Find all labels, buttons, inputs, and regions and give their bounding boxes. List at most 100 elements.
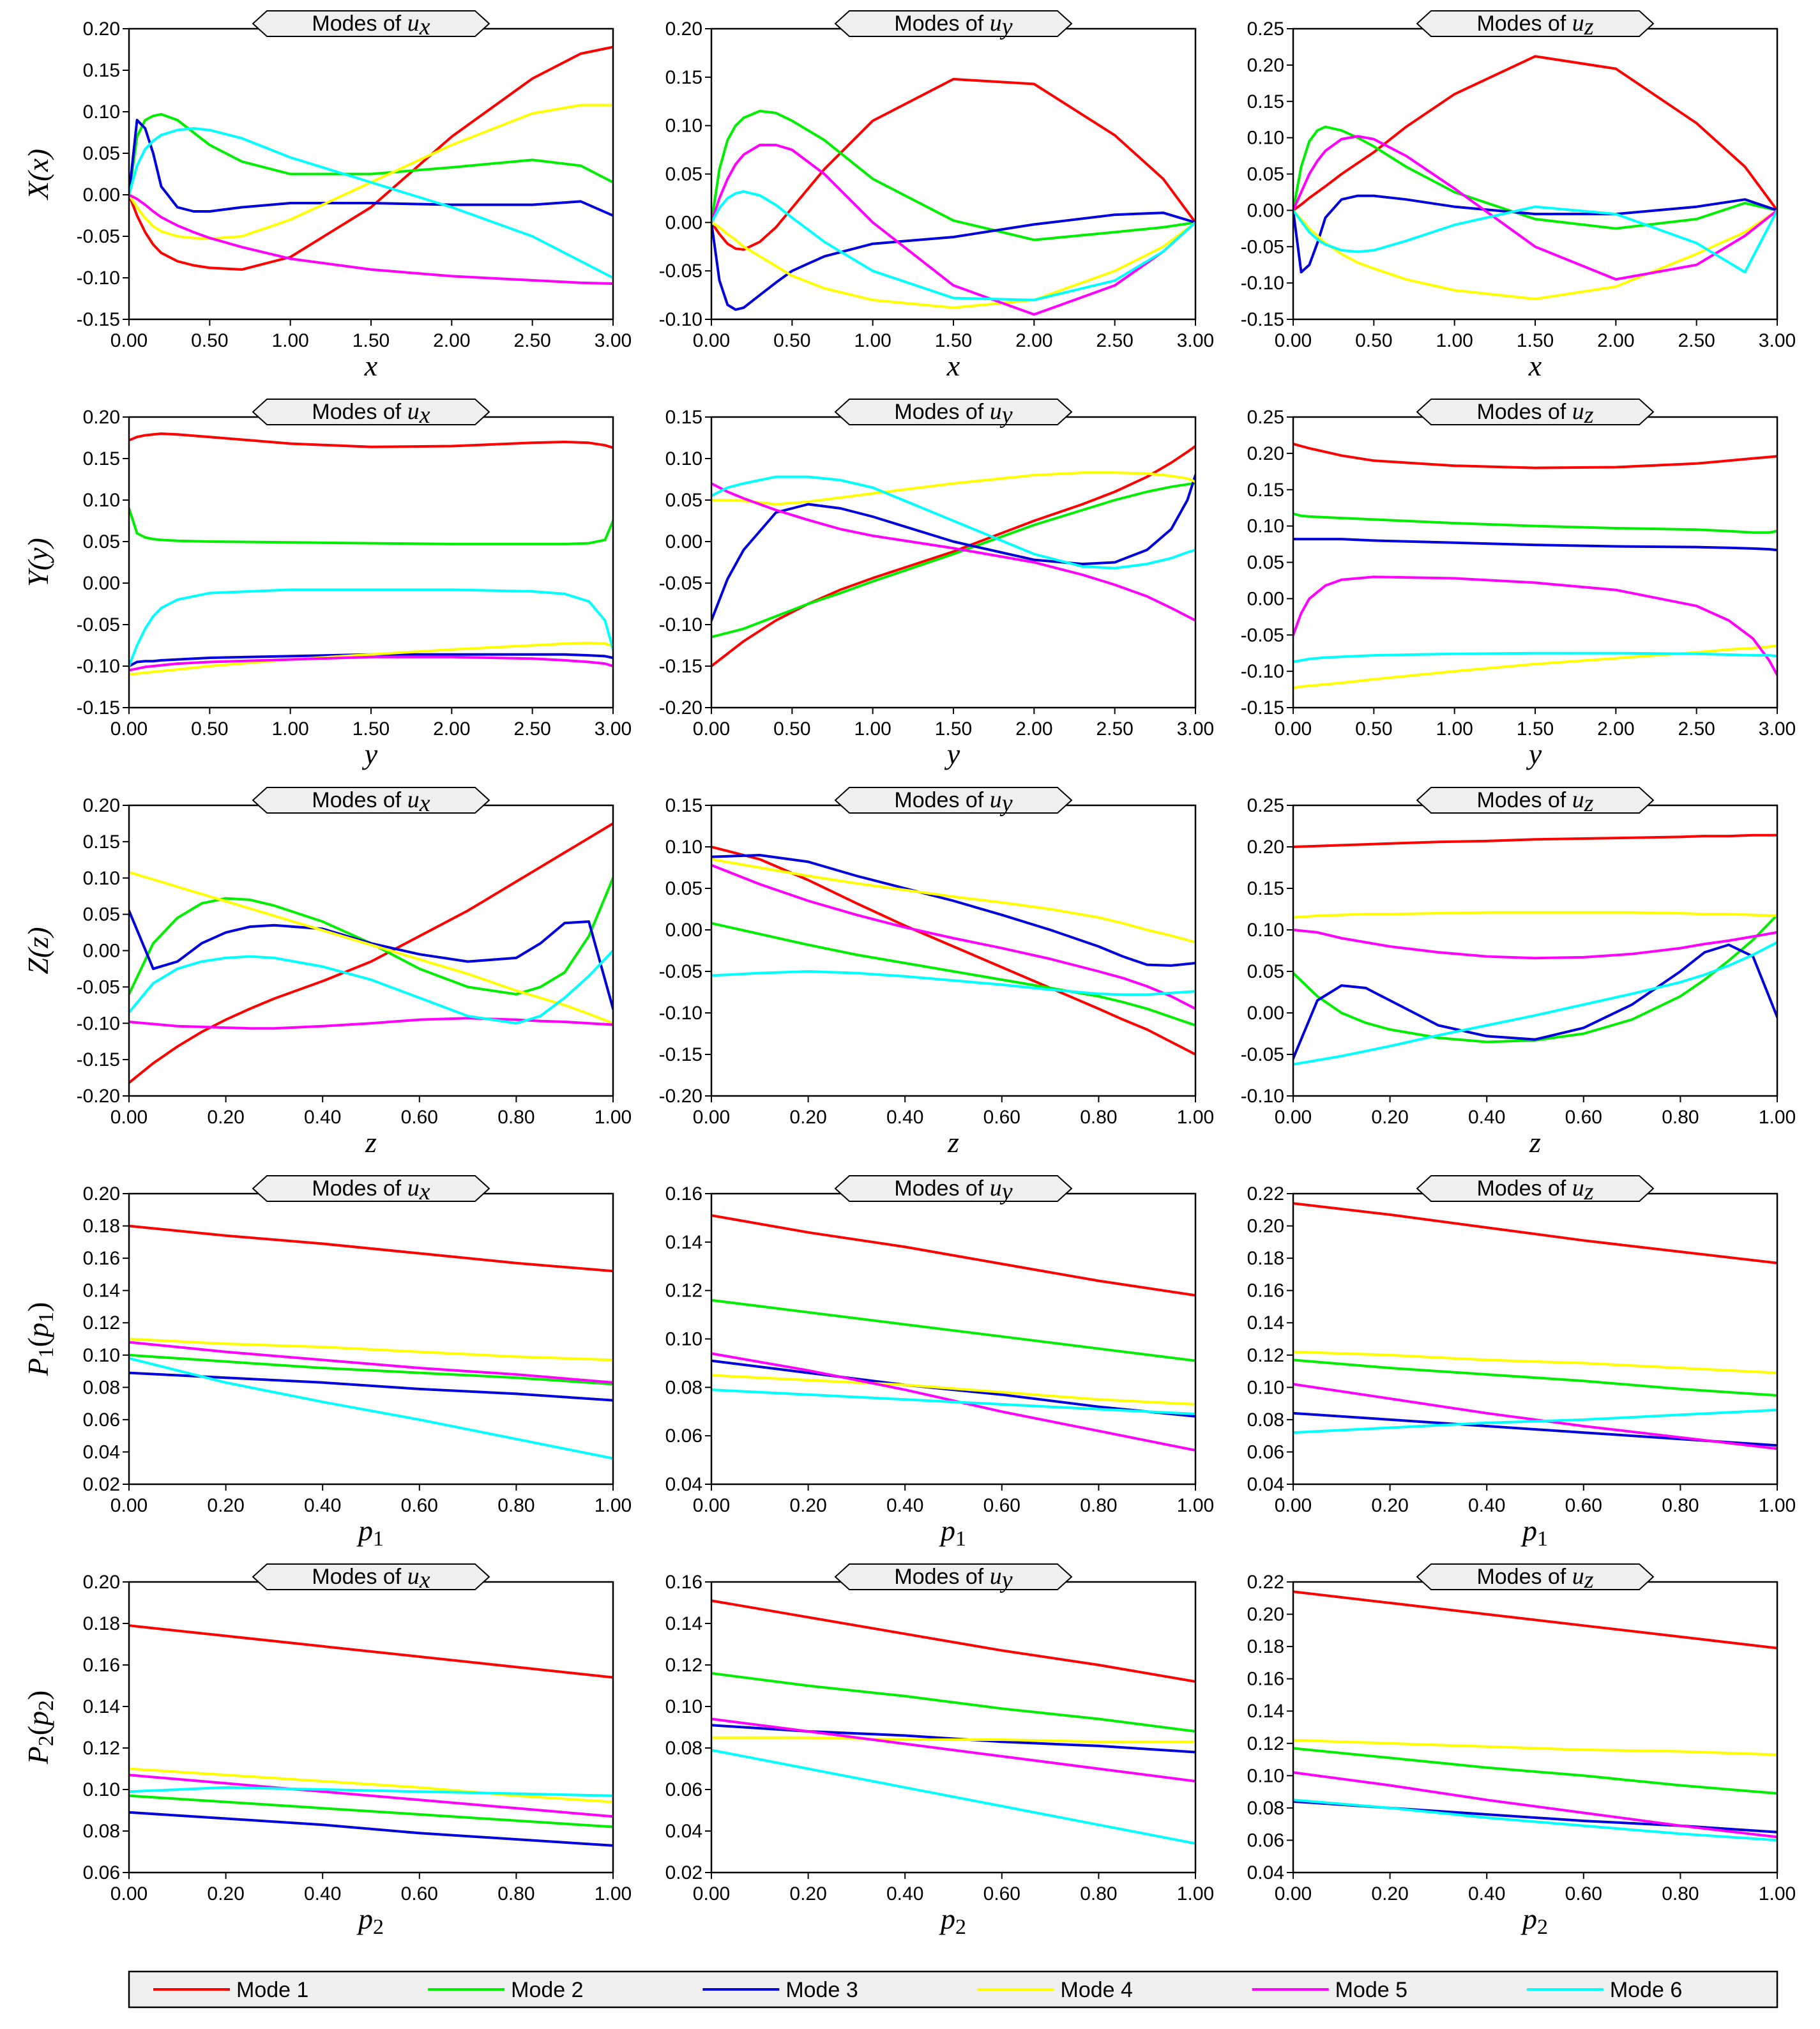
series-line-mode-2 [129,507,613,545]
series-line-mode-5 [129,1774,613,1818]
series-group [129,45,613,285]
x-tick-label: 2.00 [433,330,470,351]
y-tick-label: 0.20 [83,1572,120,1593]
y-tick-label: 0.05 [1247,164,1284,185]
y-tick-label: -0.05 [77,226,120,247]
series-group [1293,1202,1777,1450]
y-tick-label: -0.10 [77,1013,120,1034]
x-tick-label: 0.20 [207,1107,244,1128]
y-tick-label: -0.10 [659,614,702,635]
x-tick-label: 0.80 [497,1883,535,1904]
y-axis-label-paren: ( [22,1337,54,1347]
series-line-mode-2 [1293,1747,1777,1795]
y-tick-label: 0.14 [665,1613,702,1634]
y-axis-label: Y(y) [22,538,54,587]
title-subscript: x [419,1567,430,1593]
x-tick-label: 2.00 [1597,718,1634,740]
plot-frame [128,1192,614,1486]
y-tick-label: -0.10 [1241,1086,1284,1107]
title-subscript: y [999,1178,1013,1205]
y-tick-label: 0.04 [665,1821,702,1842]
series-line-mode-2 [1293,1358,1777,1397]
y-tick-label: -0.05 [1241,1044,1284,1065]
x-tick-label: 0.00 [110,718,148,740]
series-line-mode-6 [1293,651,1777,664]
series-line-mode-4 [1293,1738,1777,1756]
title-subscript: z [1584,402,1594,429]
series-line-mode-3 [129,1371,613,1402]
y-tick-label: 0.10 [665,837,702,858]
legend-label-mode-4: Mode 4 [1061,1978,1133,2002]
x-tick-label: 0.40 [304,1883,341,1904]
chart-title: Modes of uz [1476,1174,1593,1205]
x-tick-label: 1.00 [1759,1495,1796,1516]
x-tick-label: 1.50 [1517,330,1554,351]
y-axis-label: P2(p2) [22,1691,58,1765]
series-line-mode-5 [1293,1383,1777,1450]
chart-title: Modes of ux [312,1174,430,1205]
series-line-mode-5 [711,863,1195,1010]
x-axis-label: z [947,1126,959,1159]
y-tick-label: 0.10 [83,102,120,123]
title-symbol: u [990,786,1002,813]
y-tick-label: 0.05 [665,164,702,185]
title-subscript: z [1584,1178,1594,1205]
x-tick-label: 0.60 [1565,1107,1602,1128]
title-symbol: u [407,1563,420,1590]
title-subscript: x [419,1178,430,1205]
legend-box [128,1970,1778,2009]
x-tick-label: 0.40 [1468,1107,1505,1128]
y-tick-label: -0.10 [659,309,702,330]
title-box [252,10,490,37]
series-line-mode-6 [711,1749,1195,1845]
chart-panel: -0.10 -0.05 0.00 0.05 0.10 0.15 0.20 0.25 0.00 0.… [1241,786,1796,1159]
x-tick-label: 0.40 [886,1107,923,1128]
series-line-mode-5 [711,482,1195,622]
chart-title: Modes of ux [312,1563,430,1593]
y-axis-label-arg: p [22,1323,54,1339]
y-tick-label: 0.20 [1247,837,1284,858]
x-tick-label: 1.50 [935,330,972,351]
chart-panel: 0.02 0.04 0.06 0.08 0.10 0.12 0.14 0.16 0.00 0.20… [665,1563,1215,1939]
series-line-mode-4 [129,870,613,1025]
plot-frame [128,416,614,709]
chart-panel: -0.20 -0.15 -0.10 -0.05 0.00 0.05 0.10 0.15 0.20… [22,786,632,1159]
x-tick-label: 0.00 [110,1107,148,1128]
series-line-mode-2 [129,1794,613,1828]
series-line-mode-2 [711,1298,1195,1362]
x-tick-label: 3.00 [595,330,632,351]
x-tick-label: 3.00 [1177,718,1214,740]
series-line-mode-3 [711,474,1195,622]
title-box [834,399,1073,425]
series-line-mode-5 [711,144,1195,316]
chart-title: Modes of uy [894,786,1012,817]
y-tick-label: 0.00 [83,941,120,962]
y-axis-label: P1(p1) [22,1302,58,1377]
chart-panel: -0.15 -0.10 -0.05 0.00 0.05 0.10 0.15 0.20 0.25 0… [1241,10,1796,382]
y-tick-label: 0.16 [83,1655,120,1676]
y-tick-label: 0.20 [1247,1604,1284,1625]
series-line-mode-3 [129,119,613,217]
x-tick-label: 0.60 [983,1883,1020,1904]
series-line-mode-5 [1293,929,1777,960]
y-tick-label: 0.15 [1247,480,1284,501]
series-group [711,1214,1195,1452]
x-tick-label: 2.50 [1096,330,1133,351]
y-tick-label: 0.20 [83,19,120,40]
series-line-mode-3 [711,854,1195,967]
y-tick-label: 0.12 [665,1655,702,1676]
title-box [834,10,1073,37]
series-line-mode-3 [1293,943,1777,1060]
chart-panel: 0.04 0.06 0.08 0.10 0.12 0.14 0.16 0.18 0.20 0.22… [1247,1563,1796,1939]
y-tick-label: 0.06 [1247,1830,1284,1851]
chart-panel: 0.06 0.08 0.10 0.12 0.14 0.16 0.18 0.20 0.00 0.20… [22,1563,632,1939]
series-line-mode-3 [711,211,1195,311]
title-symbol: u [1572,398,1584,425]
title-box [834,787,1073,814]
y-tick-label: -0.15 [77,697,120,718]
series-line-mode-6 [711,1388,1195,1415]
y-tick-label: 0.00 [665,920,702,941]
y-tick-label: 0.12 [83,1738,120,1759]
x-tick-label: 0.80 [1080,1495,1117,1516]
title-symbol: u [990,1174,1002,1201]
